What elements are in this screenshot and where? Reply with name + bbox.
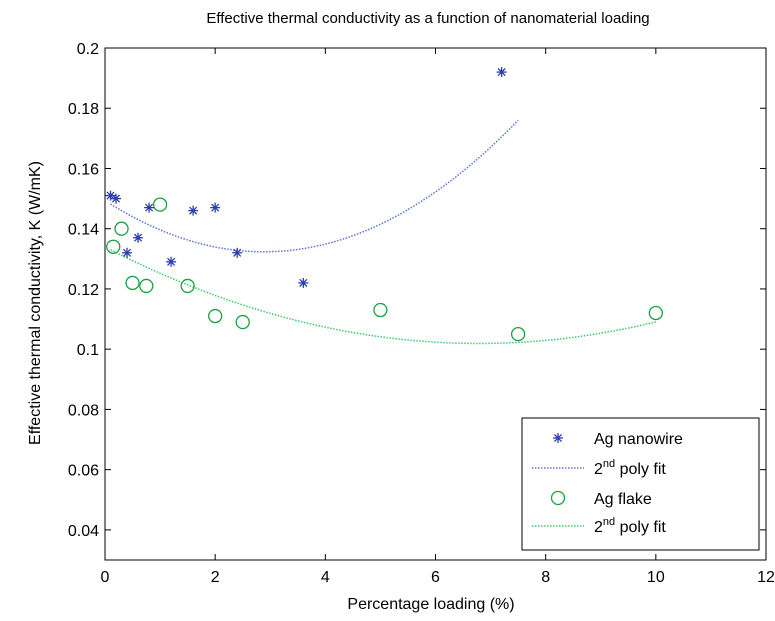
x-tick-label: 10	[647, 569, 665, 586]
nanowire-point	[210, 202, 221, 213]
y-axis-label: Effective thermal conductivity, K (W/mK)	[27, 161, 44, 445]
nanowire-point	[111, 193, 122, 204]
y-tick-label: 0.1	[77, 342, 99, 359]
y-tick-label: 0.08	[68, 402, 99, 419]
y-tick-label: 0.18	[68, 101, 99, 118]
y-tick-label: 0.2	[77, 41, 99, 58]
x-tick-label: 6	[431, 569, 440, 586]
legend-box	[521, 417, 760, 551]
flake-point	[208, 308, 223, 324]
flake-point	[235, 314, 250, 330]
legend-label: Ag flake	[594, 491, 652, 508]
flake-point	[180, 278, 195, 294]
legend-circle-swatch	[550, 490, 566, 506]
flake-point	[106, 239, 121, 254]
x-tick-label: 2	[211, 569, 220, 586]
flake-point	[125, 275, 140, 291]
flake-point	[373, 302, 388, 318]
y-tick-label: 0.16	[68, 161, 99, 178]
legend: Ag nanowire 2nd poly fit Ag flake 2nd poly …	[521, 417, 760, 551]
nanowire-point	[298, 277, 309, 288]
fit-line-1	[110, 119, 519, 253]
legend-label: Ag nanowire	[594, 431, 683, 448]
y-tick-label: 0.06	[68, 463, 99, 480]
flake-point	[139, 278, 154, 294]
legend-label: 2nd poly fit	[594, 516, 666, 536]
y-tick-label: 0.14	[68, 222, 99, 239]
x-tick-label: 8	[541, 569, 550, 586]
axis-ticks: 0 2 4 6 8 10 12 0.04 0.06 0.08 0.1 0.12 0.14 0.16 0.18…	[68, 41, 775, 586]
flake-point	[152, 197, 168, 212]
x-axis-label: Percentage loading (%)	[347, 596, 514, 613]
x-tick-label: 12	[757, 569, 775, 586]
fit-lines	[110, 119, 656, 345]
nanowire-point	[188, 205, 199, 216]
fit-line-3	[110, 249, 656, 345]
flake-point	[510, 326, 526, 342]
flake-point	[114, 221, 129, 236]
chart-title: Effective thermal conductivity as a func…	[206, 10, 649, 27]
x-tick-label: 4	[321, 569, 330, 586]
nanowire-point	[496, 67, 507, 78]
legend-asterisk-swatch	[553, 433, 563, 443]
y-tick-label: 0.04	[68, 523, 99, 540]
nanowire-point	[166, 256, 177, 267]
nanowire-point	[133, 232, 144, 243]
x-tick-label: 0	[101, 569, 110, 586]
nanowire-point	[122, 247, 133, 258]
data-points	[105, 67, 663, 342]
flake-point	[648, 305, 663, 321]
nanowire-point	[144, 202, 155, 213]
nanowire-point	[232, 247, 243, 258]
y-tick-label: 0.12	[68, 282, 99, 299]
legend-label: 2nd poly fit	[594, 458, 666, 478]
